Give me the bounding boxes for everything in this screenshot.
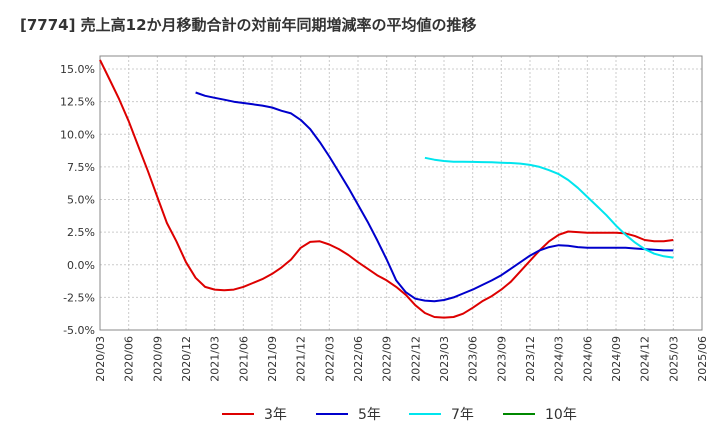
series-line-7年 bbox=[424, 156, 674, 259]
y-tick-label: 12.5% bbox=[60, 96, 95, 109]
x-tick-label: 2025/06 bbox=[696, 336, 709, 382]
y-tick-label: 5.0% bbox=[67, 194, 95, 207]
x-tick-label: 2022/06 bbox=[352, 336, 365, 382]
legend-label: 5年 bbox=[358, 407, 381, 423]
legend-label: 7年 bbox=[451, 407, 474, 423]
y-tick-label: 7.5% bbox=[67, 161, 95, 174]
x-tick-label: 2024/06 bbox=[581, 336, 594, 382]
y-tick-label: 0.0% bbox=[67, 259, 95, 272]
x-tick-label: 2020/03 bbox=[94, 336, 107, 382]
x-tick-label: 2021/12 bbox=[295, 336, 308, 382]
y-tick-label: 10.0% bbox=[60, 128, 95, 141]
x-tick-label: 2020/06 bbox=[123, 336, 136, 382]
x-tick-label: 2021/03 bbox=[209, 336, 222, 382]
legend-label: 10年 bbox=[545, 407, 577, 423]
series-line-5年 bbox=[195, 91, 674, 303]
plot-frame bbox=[99, 55, 703, 331]
chart-title: [7774] 売上高12か月移動合計の対前年同期増減率の平均値の推移 bbox=[20, 16, 477, 34]
x-tick-label: 2023/06 bbox=[467, 336, 480, 382]
x-tick-label: 2020/09 bbox=[151, 336, 164, 382]
x-tick-label: 2021/06 bbox=[237, 336, 250, 382]
x-tick-label: 2022/09 bbox=[381, 336, 394, 382]
x-tick-label: 2024/09 bbox=[610, 336, 623, 382]
x-tick-label: 2025/03 bbox=[667, 336, 680, 382]
y-tick-label: 2.5% bbox=[67, 226, 95, 239]
x-tick-label: 2023/09 bbox=[495, 336, 508, 382]
x-tick-label: 2021/09 bbox=[266, 336, 279, 382]
y-tick-label: -2.5% bbox=[63, 291, 95, 304]
legend-label: 3年 bbox=[264, 407, 287, 423]
x-tick-label: 2023/12 bbox=[524, 336, 537, 382]
series-line-3年 bbox=[99, 59, 674, 319]
y-tick-label: 15.0% bbox=[60, 63, 95, 76]
x-tick-label: 2024/12 bbox=[639, 336, 652, 382]
y-tick-label: -5.0% bbox=[63, 324, 95, 337]
x-tick-label: 2023/03 bbox=[438, 336, 451, 382]
x-tick-label: 2024/03 bbox=[553, 336, 566, 382]
x-tick-label: 2020/12 bbox=[180, 336, 193, 382]
x-tick-label: 2022/12 bbox=[409, 336, 422, 382]
x-tick-label: 2022/03 bbox=[323, 336, 336, 382]
